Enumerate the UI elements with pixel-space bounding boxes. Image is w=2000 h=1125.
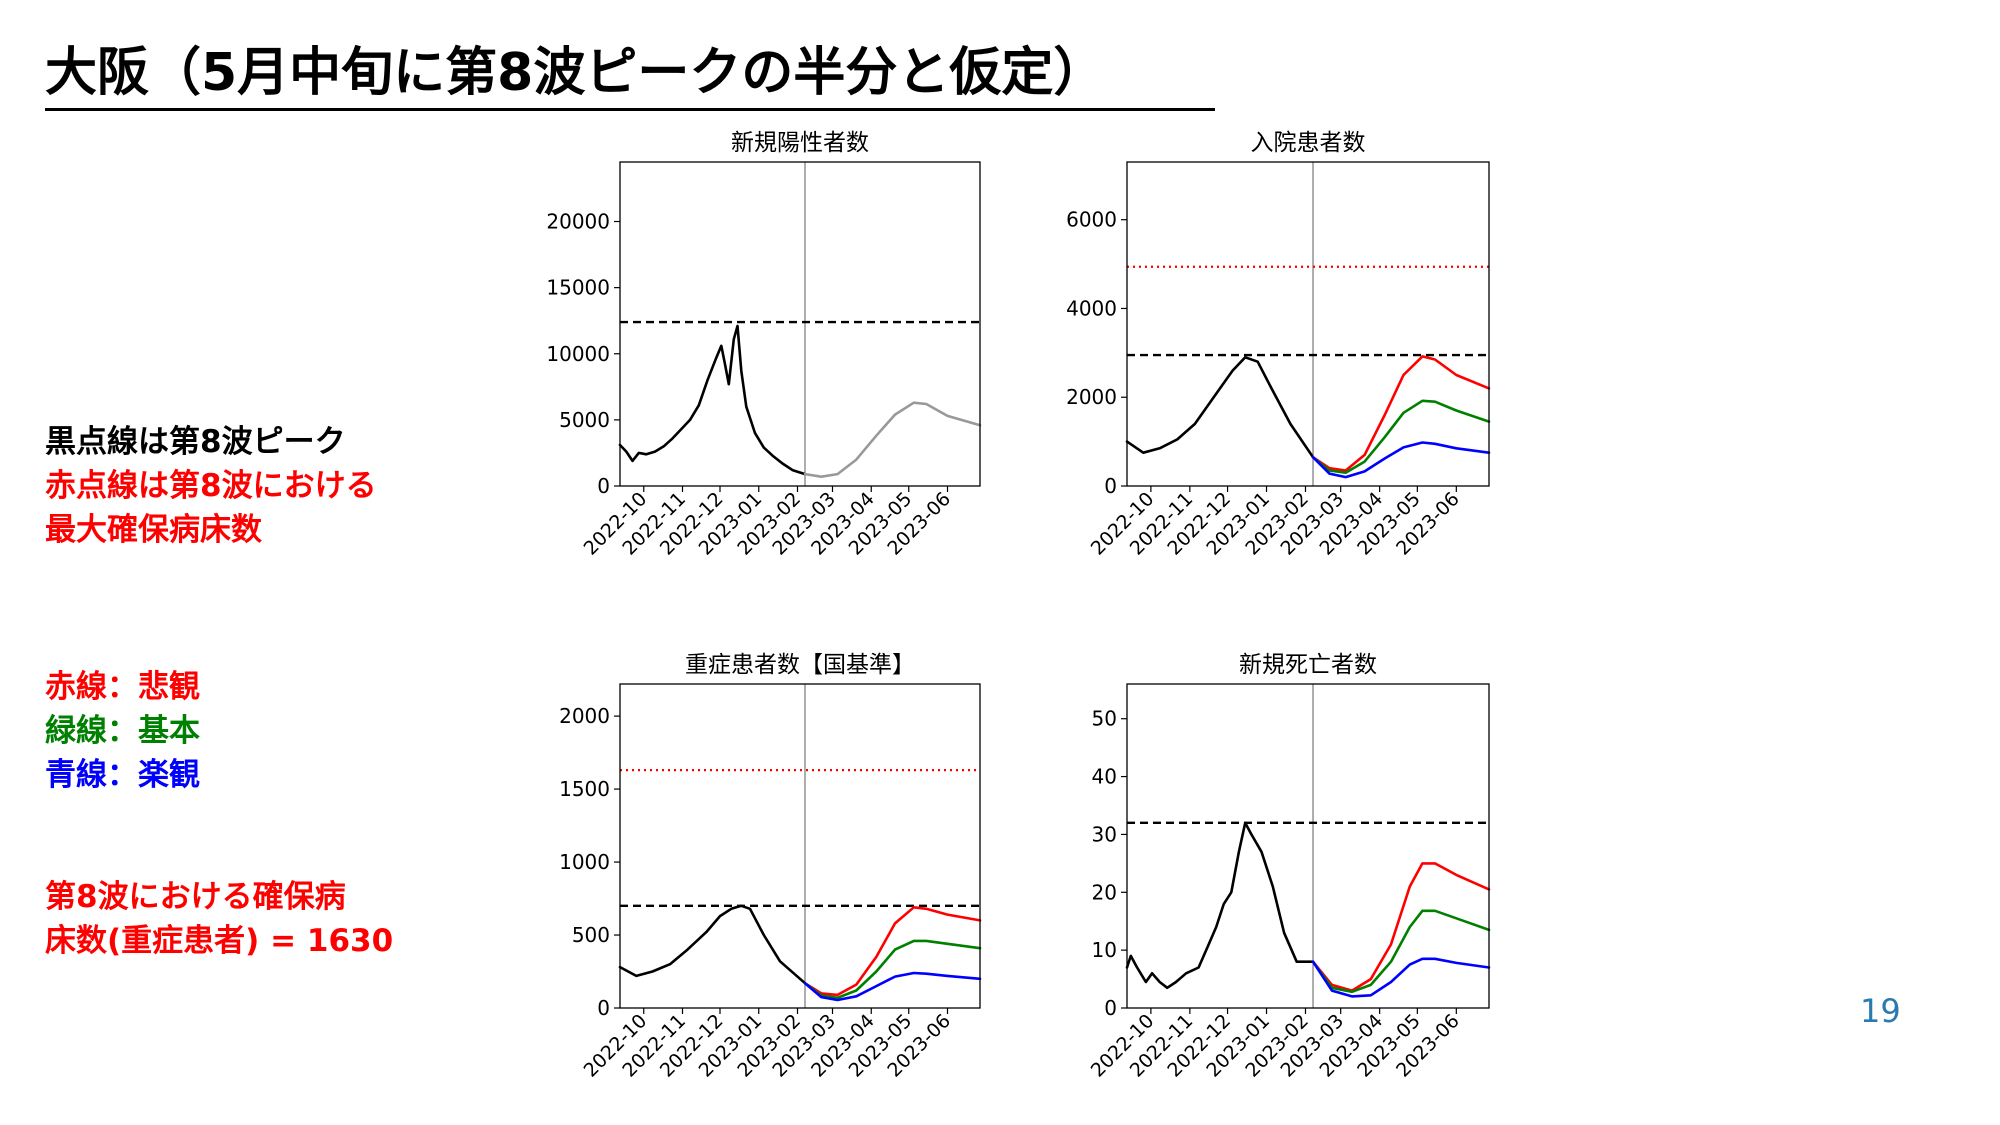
title-underline (45, 108, 1215, 111)
chart-4-ytick-label: 10 (1092, 938, 1117, 962)
chart-2-title: 入院患者数 (1251, 130, 1366, 156)
chart-2-ytick-label: 2000 (1066, 385, 1117, 409)
chart-3-ytick-label: 1000 (559, 850, 610, 874)
chart-1-ytick-label: 15000 (546, 276, 610, 300)
chart-4-frame (1126, 683, 1490, 1009)
chart-4-series-4 (1311, 957, 1491, 998)
chart-3-series-1 (618, 904, 807, 985)
chart-3-title: 重症患者数【国基準】 (685, 652, 915, 678)
chart-1-ytick-label: 20000 (546, 210, 610, 234)
chart-4-ytick-label: 30 (1092, 822, 1117, 846)
note-red-dotted-2: 最大確保病床数 (45, 512, 262, 548)
chart-2-series-3 (1311, 399, 1491, 475)
chart-4-title: 新規死亡者数 (1239, 652, 1377, 678)
chart-4-series-2 (1311, 862, 1491, 992)
note-green-base: 緑線：基本 (45, 713, 200, 749)
chart-2-frame (1126, 161, 1490, 487)
chart-4-series-3 (1311, 909, 1491, 994)
chart-panel-4: 新規死亡者数010203040502022-102022-112022-1220… (1087, 652, 1491, 1082)
note-red-pessimistic: 赤線：悲観 (45, 669, 200, 705)
page-number: 19 (1860, 992, 1901, 1030)
chart-1-series-1 (618, 324, 807, 476)
chart-1-ytick-label: 0 (597, 474, 610, 498)
chart-3-series-4 (803, 971, 982, 1002)
legend-notes-beds: 第8波における確保病 床数(重症患者) = 1630 (45, 875, 393, 963)
note-black-dashed: 黒点線は第8波ピーク (45, 424, 346, 460)
chart-2-ytick-label: 6000 (1066, 208, 1117, 232)
note-red-dotted-1: 赤点線は第8波における (45, 468, 377, 504)
note-beds-1: 第8波における確保病 (45, 879, 346, 915)
chart-panel-3: 重症患者数【国基準】05001000150020002022-102022-11… (559, 652, 982, 1082)
chart-4-ytick-label: 40 (1092, 765, 1117, 789)
chart-1-ytick-label: 5000 (559, 408, 610, 432)
chart-1-frame (619, 161, 981, 487)
chart-2-ytick-label: 4000 (1066, 296, 1117, 320)
chart-4-ytick-label: 20 (1092, 880, 1117, 904)
chart-3-ytick-label: 2000 (559, 704, 610, 728)
note-beds-2: 床数(重症患者) = 1630 (45, 923, 394, 959)
note-blue-optimistic: 青線：楽観 (45, 757, 200, 793)
chart-3-ytick-label: 0 (597, 996, 610, 1020)
chart-2-series-2 (1311, 355, 1491, 472)
chart-3-series-3 (803, 939, 982, 1000)
chart-4-ytick-label: 50 (1092, 707, 1117, 731)
legend-notes-dashed: 黒点線は第8波ピーク 赤点線は第8波における 最大確保病床数 (45, 420, 377, 552)
chart-2-series-4 (1311, 441, 1491, 479)
chart-4-ytick-label: 0 (1104, 996, 1117, 1020)
chart-3-frame (619, 683, 981, 1009)
chart-2-ytick-label: 0 (1104, 474, 1117, 498)
chart-1-ytick-label: 10000 (546, 342, 610, 366)
legend-notes-scenarios: 赤線：悲観 緑線：基本 青線：楽観 (45, 665, 200, 797)
chart-panel-2: 入院患者数02000400060002022-102022-112022-122… (1066, 130, 1491, 560)
chart-4-series-1 (1125, 821, 1315, 990)
chart-3-ytick-label: 500 (572, 923, 610, 947)
chart-1-series-2 (803, 401, 982, 479)
chart-3-series-2 (803, 905, 982, 997)
chart-2-series-1 (1125, 355, 1315, 459)
chart-panel-1: 新規陽性者数050001000015000200002022-102022-11… (546, 130, 982, 560)
chart-1-title: 新規陽性者数 (731, 130, 869, 156)
slide-title: 大阪（5月中旬に第8波ピークの半分と仮定） (45, 43, 1106, 103)
chart-3-ytick-label: 1500 (559, 777, 610, 801)
